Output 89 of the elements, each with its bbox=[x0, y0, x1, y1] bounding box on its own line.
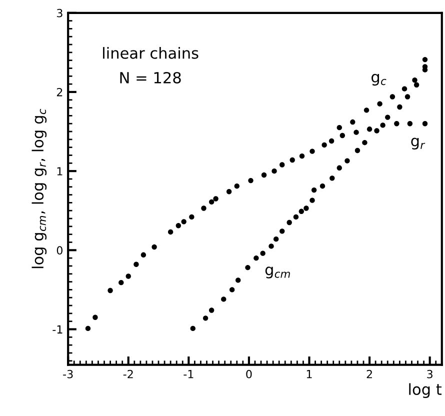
x-axis-title: log t bbox=[409, 383, 442, 398]
point bbox=[354, 130, 359, 135]
point bbox=[362, 140, 368, 146]
point bbox=[380, 122, 386, 128]
point bbox=[310, 148, 315, 154]
point bbox=[126, 274, 131, 279]
annotation: linear chains bbox=[103, 47, 198, 59]
point bbox=[226, 189, 232, 194]
point bbox=[374, 128, 380, 134]
point bbox=[92, 314, 98, 320]
point bbox=[208, 308, 214, 313]
point bbox=[213, 196, 218, 202]
point bbox=[422, 56, 428, 62]
x-tick-label: -3 bbox=[63, 370, 73, 378]
point bbox=[248, 178, 254, 184]
point bbox=[221, 296, 226, 302]
point bbox=[261, 172, 267, 178]
point bbox=[320, 183, 326, 189]
point bbox=[407, 121, 413, 126]
point bbox=[176, 223, 182, 228]
point bbox=[290, 157, 295, 163]
point bbox=[377, 101, 382, 106]
point bbox=[394, 121, 400, 126]
point bbox=[254, 255, 259, 261]
point bbox=[152, 244, 157, 250]
point bbox=[350, 119, 356, 125]
y-tick-label: 1 bbox=[57, 167, 62, 176]
point bbox=[201, 206, 206, 211]
series-label: g$_{cm}$ bbox=[265, 266, 290, 278]
point bbox=[118, 280, 124, 286]
point bbox=[344, 158, 350, 164]
point bbox=[189, 214, 194, 220]
point bbox=[229, 287, 235, 292]
point bbox=[190, 326, 196, 332]
y-tick-label: 3 bbox=[57, 8, 62, 18]
point bbox=[304, 206, 309, 211]
point bbox=[412, 78, 418, 83]
x-tick-label: 3 bbox=[427, 370, 432, 378]
point bbox=[310, 198, 315, 203]
point bbox=[272, 168, 277, 174]
point bbox=[286, 220, 292, 226]
point bbox=[414, 82, 420, 88]
x-tick-label: 2 bbox=[366, 370, 372, 378]
point bbox=[208, 199, 214, 205]
point bbox=[354, 148, 360, 154]
point bbox=[268, 244, 274, 249]
point bbox=[385, 114, 390, 120]
point bbox=[366, 126, 372, 132]
point bbox=[202, 316, 208, 321]
point bbox=[299, 153, 305, 159]
x-tick-label: -1 bbox=[184, 370, 194, 378]
point bbox=[330, 176, 335, 181]
point bbox=[181, 219, 186, 224]
y-tick-label: -1 bbox=[52, 325, 62, 334]
point bbox=[422, 121, 428, 126]
point bbox=[336, 124, 342, 130]
y-tick-label: 0 bbox=[56, 246, 62, 255]
point bbox=[336, 165, 342, 171]
point bbox=[397, 104, 402, 110]
series-label: g$_{r}$ bbox=[411, 138, 426, 150]
x-tick-label: 0 bbox=[246, 370, 252, 378]
point bbox=[260, 250, 266, 256]
point bbox=[390, 94, 396, 100]
point bbox=[298, 208, 304, 214]
point bbox=[134, 262, 139, 267]
point bbox=[402, 86, 408, 92]
annotation: N = 128 bbox=[120, 72, 181, 84]
point bbox=[311, 187, 317, 193]
point bbox=[340, 132, 346, 138]
point bbox=[140, 252, 146, 258]
point bbox=[85, 326, 91, 332]
x-tick-label: -2 bbox=[123, 370, 133, 378]
point bbox=[404, 94, 410, 100]
point bbox=[328, 138, 334, 144]
x-tick-label: 1 bbox=[306, 370, 312, 378]
y-tick-label: 2 bbox=[56, 88, 62, 96]
point bbox=[293, 214, 299, 220]
point bbox=[322, 142, 327, 148]
y-axis-title: log g$_{cm}$, log g$_{r}$, log g$_{c}$ bbox=[32, 108, 47, 268]
point bbox=[236, 278, 241, 283]
point bbox=[168, 229, 174, 235]
point bbox=[273, 236, 279, 242]
series-label: g$_{c}$ bbox=[372, 74, 386, 86]
point bbox=[108, 288, 113, 294]
point bbox=[280, 228, 285, 234]
point bbox=[280, 162, 285, 168]
point bbox=[234, 183, 240, 189]
point bbox=[245, 264, 250, 270]
point bbox=[364, 108, 370, 113]
